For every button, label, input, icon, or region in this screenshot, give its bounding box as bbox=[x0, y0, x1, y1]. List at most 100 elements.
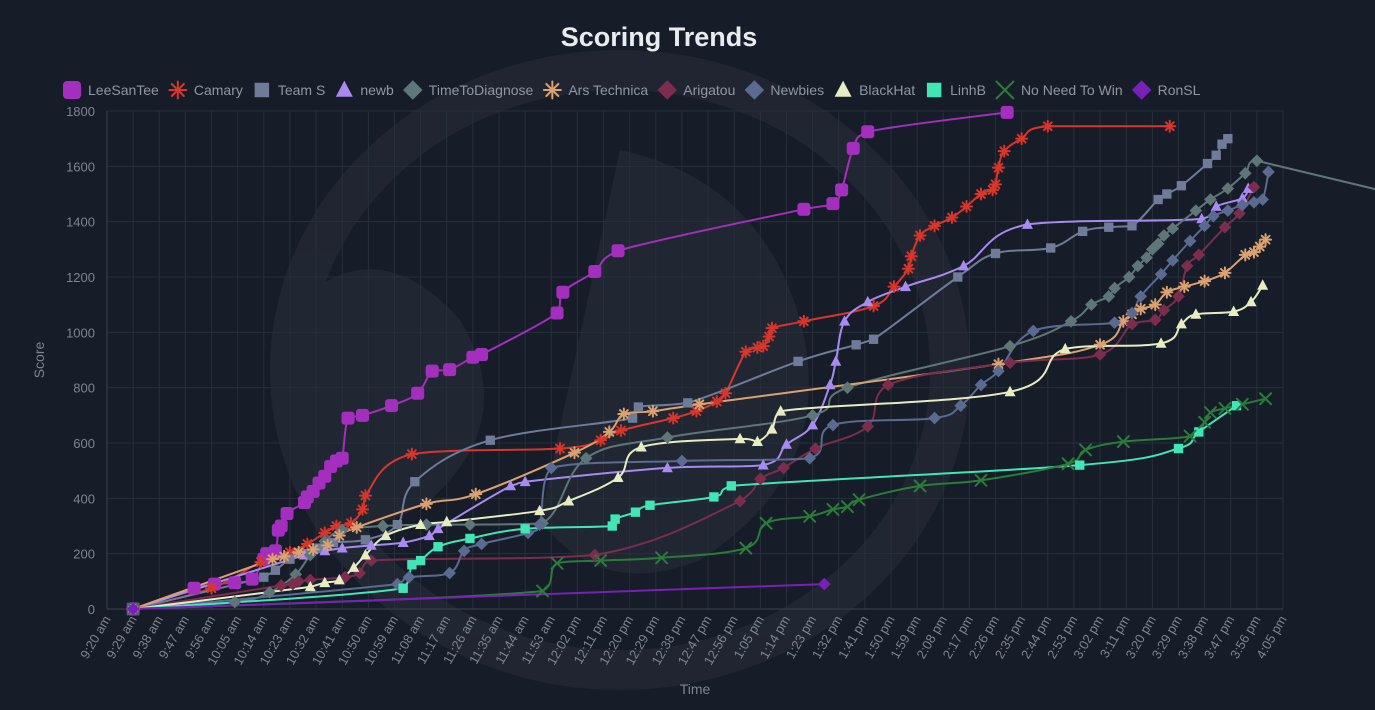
series-line-newb bbox=[132, 187, 1250, 610]
series-line-ronsl bbox=[133, 583, 825, 610]
data-point-linhb bbox=[520, 524, 530, 534]
data-point-blackhat bbox=[1175, 317, 1187, 329]
data-point-timetodiagnose bbox=[463, 518, 477, 531]
data-point-team-s bbox=[1077, 226, 1088, 237]
data-point-blackhat bbox=[319, 576, 331, 588]
data-point-arigatou bbox=[861, 420, 875, 433]
data-point-leesantee bbox=[846, 141, 860, 155]
legend[interactable]: LeeSanTee Camary Team S newb TimeToDiagnose A… bbox=[63, 80, 1201, 100]
data-point-team-s bbox=[990, 248, 1001, 259]
y-tick-label: 1000 bbox=[66, 325, 95, 340]
data-point-leesantee bbox=[556, 285, 570, 299]
data-point-no-need-to-win bbox=[1203, 406, 1217, 420]
data-point-leesantee bbox=[475, 347, 489, 361]
data-point-newbies bbox=[1262, 165, 1275, 179]
data-point-blackhat bbox=[775, 405, 787, 416]
data-point-no-need-to-win bbox=[974, 473, 988, 487]
y-axis: 0 200 400 600 800 1000 1200 1400 1600 1800 bbox=[66, 104, 108, 617]
legend-item-camary[interactable]: Camary bbox=[168, 80, 243, 100]
legend-item-blackhat[interactable]: BlackHat bbox=[834, 80, 916, 98]
y-tick-label: 0 bbox=[88, 602, 95, 617]
data-point-linhb bbox=[1194, 427, 1204, 437]
data-point-team-s bbox=[328, 537, 339, 548]
data-point-newb bbox=[1210, 200, 1222, 211]
data-point-camary bbox=[959, 199, 973, 213]
data-point-arigatou bbox=[1218, 220, 1232, 234]
data-point-arigatou bbox=[754, 472, 767, 486]
legend-item-ars-technica[interactable]: Ars Technica bbox=[542, 80, 649, 100]
data-point-team-s bbox=[1202, 158, 1213, 169]
data-point-leesantee bbox=[550, 306, 564, 320]
data-point-leesantee bbox=[797, 202, 811, 216]
data-point-arigatou bbox=[303, 573, 317, 587]
data-point-team-s bbox=[851, 340, 861, 350]
legend-item-timetodiagnose[interactable]: TimeToDiagnose bbox=[403, 80, 534, 100]
data-point-linhb bbox=[607, 521, 617, 531]
series-points-camary bbox=[126, 119, 1177, 616]
y-tick-label: 600 bbox=[73, 436, 95, 451]
data-point-newb bbox=[862, 295, 874, 307]
y-tick-label: 200 bbox=[73, 547, 95, 562]
data-point-newbies bbox=[1166, 254, 1179, 267]
data-point-timetodiagnose bbox=[376, 519, 390, 533]
legend-marker-blackhat bbox=[834, 80, 852, 97]
data-point-blackhat bbox=[612, 471, 624, 482]
data-point-timetodiagnose bbox=[1003, 339, 1017, 353]
data-point-newb bbox=[780, 438, 792, 449]
data-point-camary bbox=[739, 345, 753, 359]
data-point-leesantee bbox=[280, 507, 294, 521]
data-point-blackhat bbox=[751, 435, 763, 447]
data-point-arigatou bbox=[809, 442, 822, 455]
legend-item-ronsl[interactable]: RonSL bbox=[1131, 80, 1201, 100]
data-point-blackhat bbox=[359, 549, 371, 560]
legend-label-leesantee: LeeSanTee bbox=[88, 82, 159, 98]
data-point-blackhat bbox=[348, 561, 360, 572]
data-point-newb bbox=[1021, 218, 1033, 229]
data-point-camary bbox=[756, 339, 770, 353]
data-point-camary bbox=[614, 424, 628, 438]
y-tick-label: 1600 bbox=[66, 159, 95, 174]
data-point-arigatou bbox=[1192, 248, 1206, 262]
data-point-newbies bbox=[1221, 204, 1235, 217]
data-point-leesantee bbox=[385, 399, 399, 413]
data-point-timetodiagnose bbox=[579, 451, 593, 465]
data-point-leesantee bbox=[835, 183, 849, 197]
data-point-newb bbox=[336, 542, 348, 553]
data-point-newb bbox=[423, 529, 435, 541]
data-point-blackhat bbox=[635, 441, 647, 452]
legend-item-team-s[interactable]: Team S bbox=[254, 82, 326, 98]
legend-item-linhb[interactable]: LinhB bbox=[926, 82, 986, 98]
legend-item-newbies[interactable]: Newbies bbox=[744, 80, 824, 100]
data-point-newb bbox=[807, 418, 819, 430]
data-point-blackhat bbox=[441, 515, 453, 527]
legend-marker-no-need-to-win bbox=[995, 80, 1015, 100]
data-point-newbies bbox=[1134, 290, 1148, 303]
legend-item-arigatou[interactable]: Arigatou bbox=[657, 80, 735, 100]
legend-item-newb[interactable]: newb bbox=[335, 80, 394, 98]
data-point-camary bbox=[1041, 119, 1055, 133]
data-point-timetodiagnose bbox=[1238, 166, 1252, 180]
legend-item-leesantee[interactable]: LeeSanTee bbox=[63, 81, 159, 99]
series-points-newb bbox=[127, 182, 1254, 614]
legend-marker-arigatou bbox=[657, 80, 678, 100]
data-point-team-s bbox=[683, 398, 693, 408]
data-point-leesantee bbox=[335, 451, 349, 465]
data-point-camary bbox=[553, 442, 567, 456]
data-point-team-s bbox=[485, 435, 495, 445]
legend-item-no-need-to-win[interactable]: No Need To Win bbox=[995, 80, 1123, 100]
data-point-camary bbox=[594, 433, 608, 447]
data-point-newbies bbox=[1125, 306, 1139, 320]
data-point-leesantee bbox=[245, 572, 259, 586]
data-point-ars-technica bbox=[1134, 302, 1148, 316]
data-point-camary bbox=[997, 144, 1011, 158]
data-point-newbies bbox=[1256, 193, 1269, 206]
data-point-no-need-to-win bbox=[826, 502, 840, 516]
data-point-linhb bbox=[1173, 443, 1184, 454]
data-point-team-s bbox=[868, 334, 879, 344]
data-point-newb bbox=[432, 522, 444, 534]
data-point-ars-technica bbox=[1160, 285, 1174, 299]
legend-marker-ronsl bbox=[1131, 80, 1152, 100]
data-point-newbies bbox=[675, 454, 689, 468]
data-point-newbies bbox=[1198, 219, 1211, 233]
